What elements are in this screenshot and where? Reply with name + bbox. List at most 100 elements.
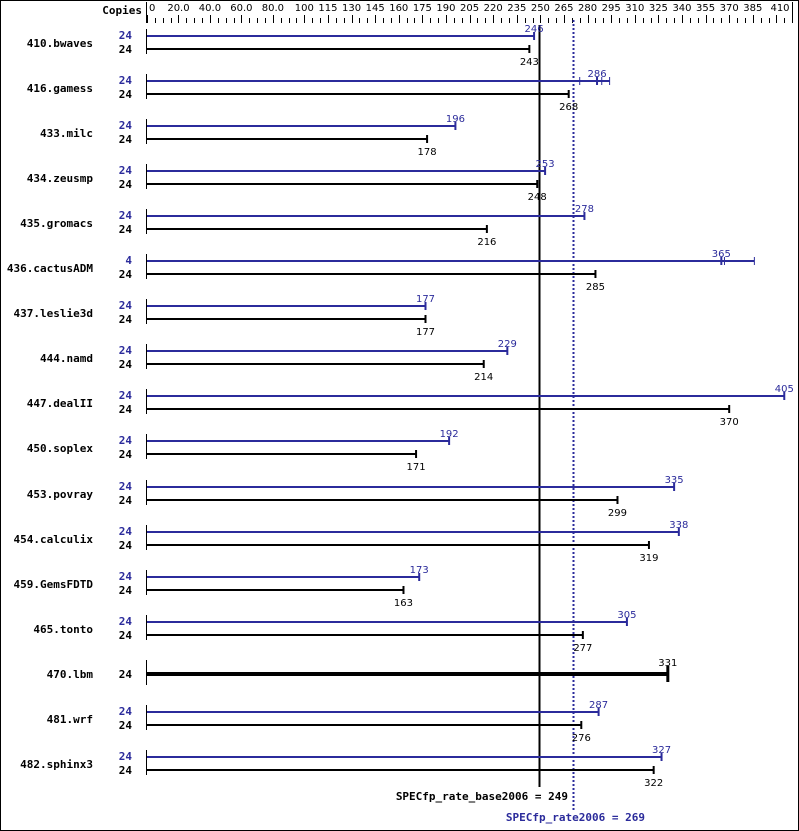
base-copies: 24 <box>119 719 133 732</box>
benchmark-label: 482.sphinx3 <box>20 758 93 771</box>
table-row: 444.namd 24 229 24 214 <box>40 339 517 383</box>
peak-copies: 24 <box>119 750 133 763</box>
benchmark-label: 454.calculix <box>14 533 94 546</box>
table-row: 465.tonto 24 305 24 277 <box>33 610 636 654</box>
table-row: 454.calculix 24 338 24 319 <box>14 520 689 564</box>
peak-value: 253 <box>536 159 555 170</box>
table-row: 435.gromacs 24 278 24 216 <box>20 204 594 248</box>
base-value: 243 <box>520 57 539 68</box>
benchmark-label: 459.GemsFDTD <box>14 578 94 591</box>
axis-tick-label: 265 <box>554 3 573 14</box>
base-value: 299 <box>608 508 627 519</box>
peak-copies: 24 <box>119 434 133 447</box>
table-row: 482.sphinx3 24 327 24 322 <box>20 745 671 789</box>
benchmark-label: 416.gamess <box>27 82 93 95</box>
base-copies: 24 <box>119 584 133 597</box>
benchmark-label: 433.milc <box>40 127 93 140</box>
axis-tick-label: 115 <box>318 3 337 14</box>
axis-tick-label: 280 <box>578 3 597 14</box>
table-row: 436.cactusADM 4 365 24 285 <box>7 249 755 293</box>
base-copies: 24 <box>119 494 133 507</box>
base-copies: 24 <box>119 403 133 416</box>
axis-tick-label: 100 <box>295 3 314 14</box>
peak-value: 405 <box>775 384 794 395</box>
peak-value: 192 <box>440 429 459 440</box>
benchmark-label: 436.cactusADM <box>7 262 93 275</box>
peak-value: 196 <box>446 114 465 125</box>
table-row: 410.bwaves 24 246 24 243 <box>27 24 544 68</box>
base-copies: 24 <box>119 539 133 552</box>
table-row: 433.milc 24 196 24 178 <box>40 114 465 158</box>
peak-copies: 24 <box>119 74 133 87</box>
base-value: 370 <box>720 417 739 428</box>
benchmark-label: 437.leslie3d <box>14 307 93 320</box>
peak-copies: 24 <box>119 525 133 538</box>
axis-tick-label: 130 <box>342 3 361 14</box>
table-row: 453.povray 24 335 24 299 <box>27 475 684 519</box>
base-copies: 24 <box>119 448 133 461</box>
peak-value: 335 <box>665 475 684 486</box>
base-value: 268 <box>559 102 578 113</box>
axis-tick-label: 410 <box>770 3 789 14</box>
base-copies: 24 <box>119 88 133 101</box>
peak-value: 286 <box>587 69 606 80</box>
base-value: 214 <box>474 372 493 383</box>
base-summary-label: SPECfp_rate_base2006 = 249 <box>396 790 568 803</box>
peak-value: 305 <box>617 610 636 621</box>
peak-copies: 24 <box>119 570 133 583</box>
axis-tick-label: 80.0 <box>262 3 284 14</box>
base-copies: 24 <box>119 668 133 681</box>
benchmark-label: 450.soplex <box>27 442 94 455</box>
table-row: 434.zeusmp 24 253 24 248 <box>27 159 555 203</box>
peak-value: 246 <box>525 24 544 35</box>
peak-summary-label: SPECfp_rate2006 = 269 <box>506 811 645 824</box>
axis-tick-label: 160 <box>389 3 408 14</box>
axis-tick-label: 310 <box>625 3 644 14</box>
base-copies: 24 <box>119 43 133 56</box>
axis-tick-label: 40.0 <box>199 3 221 14</box>
peak-copies: 4 <box>125 254 132 267</box>
peak-copies: 24 <box>119 119 133 132</box>
base-copies: 24 <box>119 223 133 236</box>
base-copies: 24 <box>119 764 133 777</box>
base-value: 171 <box>407 462 426 473</box>
table-row: 450.soplex 24 192 24 171 <box>27 429 459 473</box>
reference-lines <box>538 20 575 810</box>
peak-value: 327 <box>652 745 671 756</box>
table-row: 416.gamess 24 286 24 268 <box>27 69 611 113</box>
benchmark-label: 453.povray <box>27 488 94 501</box>
base-value: 319 <box>639 553 658 564</box>
axis-tick-label: 385 <box>743 3 762 14</box>
axis-tick-label: 175 <box>413 3 432 14</box>
base-value: 177 <box>416 327 435 338</box>
axis-tick-label: 340 <box>672 3 691 14</box>
base-copies: 24 <box>119 358 133 371</box>
peak-copies: 24 <box>119 480 133 493</box>
benchmark-label: 470.lbm <box>47 668 94 681</box>
benchmark-label: 410.bwaves <box>27 37 93 50</box>
base-copies: 24 <box>119 629 133 642</box>
axis-tick-label: 325 <box>649 3 668 14</box>
base-value: 163 <box>394 598 413 609</box>
base-copies: 24 <box>119 313 133 326</box>
peak-value: 173 <box>410 565 429 576</box>
peak-value: 287 <box>589 700 608 711</box>
copies-header: Copies <box>102 4 142 17</box>
peak-copies: 24 <box>119 299 133 312</box>
base-value: 216 <box>477 237 496 248</box>
peak-value: 229 <box>498 339 517 350</box>
axis-tick-label: 235 <box>507 3 526 14</box>
base-value: 178 <box>418 147 437 158</box>
peak-copies: 24 <box>119 705 133 718</box>
x-axis: Copies 0 20.0 40.0 60.0 80.0 100 115 130 145 160 17… <box>102 2 793 23</box>
base-value: 248 <box>528 192 547 203</box>
benchmark-label: 435.gromacs <box>20 217 93 230</box>
axis-tick-label: 205 <box>460 3 479 14</box>
table-row: 470.lbm 24 331 <box>47 658 677 685</box>
table-row: 481.wrf 24 287 24 276 <box>47 700 609 744</box>
peak-value: 338 <box>669 520 688 531</box>
benchmark-label: 447.dealII <box>27 397 93 410</box>
peak-value: 177 <box>416 294 435 305</box>
benchmark-rows: 410.bwaves 24 246 24 243 416.gamess 24 286 24 268… <box>7 24 794 789</box>
